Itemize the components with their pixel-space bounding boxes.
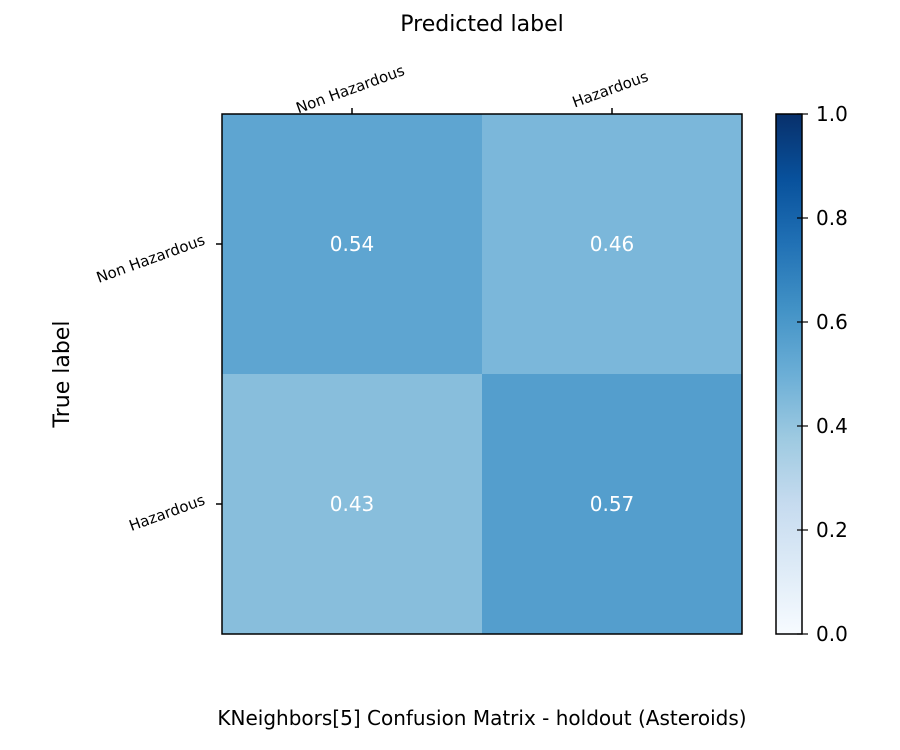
x-tick-labels: Non Hazardous Hazardous <box>294 61 651 117</box>
colorbar-tick-label: 0.4 <box>816 414 848 438</box>
cell-value-label: 0.54 <box>330 232 375 256</box>
y-tick-label: Non Hazardous <box>94 231 208 287</box>
colorbar-ticks: 0.0 0.2 0.4 0.6 0.8 1.0 <box>797 102 848 646</box>
x-tick-label: Hazardous <box>570 67 651 111</box>
heatmap-cells: 0.54 0.46 0.43 0.57 <box>222 114 742 634</box>
cell-value-label: 0.43 <box>330 492 375 516</box>
y-tick-labels: Non Hazardous Hazardous <box>94 231 222 535</box>
colorbar-tick-label: 0.8 <box>816 206 848 230</box>
cell-value-label: 0.46 <box>590 232 635 256</box>
x-tick-label: Non Hazardous <box>294 61 408 117</box>
matrix-frame <box>221 113 743 635</box>
y-tick-label: Hazardous <box>127 491 208 535</box>
colorbar-tick-label: 0.6 <box>816 310 848 334</box>
y-axis-label: True label <box>50 321 75 429</box>
colorbar-tick-label: 0.2 <box>816 518 848 542</box>
cell-value-label: 0.57 <box>590 492 635 516</box>
colorbar: 0.0 0.2 0.4 0.6 0.8 1.0 <box>775 102 848 646</box>
heatmap-cell <box>482 374 742 634</box>
heatmap-cell <box>482 114 742 374</box>
colorbar-tick-label: 0.0 <box>816 622 848 646</box>
heatmap-cell <box>222 374 482 634</box>
colorbar-gradient <box>775 113 803 635</box>
x-axis-label: Predicted label <box>400 12 563 37</box>
chart-title: KNeighbors[5] Confusion Matrix - holdout… <box>217 706 746 730</box>
colorbar-tick-label: 1.0 <box>816 102 848 126</box>
heatmap-cell <box>222 114 482 374</box>
